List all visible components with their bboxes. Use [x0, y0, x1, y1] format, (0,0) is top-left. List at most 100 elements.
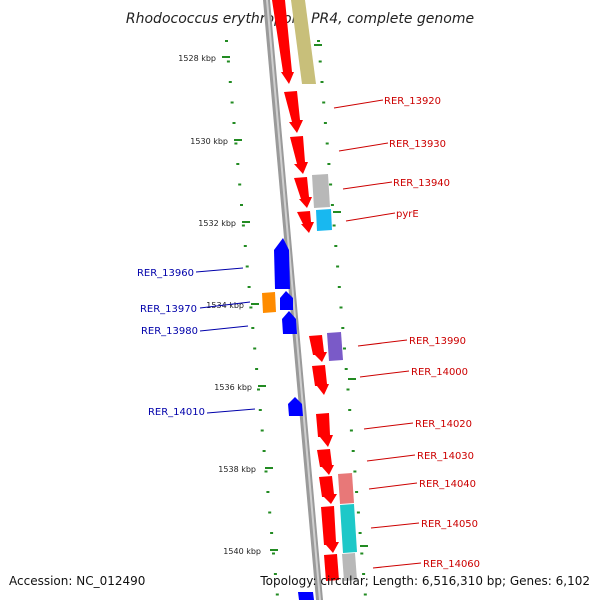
tick-dot-right-13 [339, 306, 343, 309]
tick-dot-left-3 [230, 101, 234, 104]
leader-rer-14050 [370, 522, 420, 529]
leader-rer-14020 [363, 422, 414, 430]
tick-label-1540: 1540 kbp [223, 547, 261, 556]
gene-arrow-rer-13980 [282, 311, 297, 334]
leader-rer-14060 [372, 562, 422, 569]
tick-label-1528: 1528 kbp [178, 54, 216, 63]
tick-dot-right-27 [363, 593, 367, 596]
tick-dot-left-2 [228, 81, 232, 83]
tick-dot-left-5 [234, 142, 238, 145]
leader-rer-13990 [357, 339, 408, 347]
tick-dot-right-6 [327, 163, 331, 165]
tick-dot-left-0 [225, 40, 228, 42]
gene-arrow-rer-14030 [317, 449, 334, 475]
gene-label-rer-14020[interactable]: RER_14020 [415, 419, 472, 430]
gene-arrow-rer-14060-red [324, 554, 339, 581]
gene-label-rer-13990[interactable]: RER_13990 [409, 336, 466, 347]
tick-label-1536: 1536 kbp [214, 383, 252, 392]
tick-dot-left-11 [245, 265, 249, 268]
gene-arrow-rer-13940-grey [312, 174, 330, 208]
tick-dot-right-26 [362, 573, 366, 575]
tick-dot-right-0 [317, 40, 320, 42]
gene-label-rer-13960[interactable]: RER_13960 [137, 268, 194, 279]
gene-label-rer-14000[interactable]: RER_14000 [411, 367, 468, 378]
gene-label-rer-14030[interactable]: RER_14030 [417, 451, 474, 462]
tick-dot-left-19 [260, 429, 264, 432]
gene-arrow-bottom-blue [298, 592, 314, 600]
gene-arrow-top-red [272, 0, 294, 84]
gene-arrow-rer-14020 [316, 413, 333, 447]
gene-arrow-rer-14040 [338, 473, 354, 504]
tick-marks [222, 44, 368, 551]
tick-dot-left-12 [247, 286, 251, 288]
gene-arrow-rer-14050-red [321, 506, 339, 553]
tick-dot-right-15 [343, 347, 346, 350]
gene-label-rer-13920[interactable]: RER_13920 [384, 96, 441, 107]
gene-arrow-rer-13990 [327, 332, 343, 361]
tick-dot-right-16 [344, 368, 348, 370]
gene-arrow-rer-14050 [340, 504, 357, 553]
tick-dot-left-15 [253, 347, 257, 350]
tick-dot-right-25 [360, 552, 364, 555]
gene-arrow-rer-13970 [280, 291, 293, 310]
tick-dot-right-11 [336, 265, 340, 268]
backbone-highlight [266, 0, 321, 600]
gene-label-rer-14050[interactable]: RER_14050 [421, 519, 478, 530]
gene-label-rer-13940[interactable]: RER_13940 [393, 178, 450, 189]
tick-dot-left-17 [257, 388, 260, 391]
tick-dot-left-18 [258, 409, 262, 411]
tick-dot-right-3 [322, 101, 326, 104]
leader-pyre [345, 212, 396, 222]
gene-label-rer-13980[interactable]: RER_13980 [141, 326, 198, 337]
tick-dot-right-21 [353, 470, 357, 473]
tick-dot-right-19 [349, 429, 353, 432]
gene-labels: RER_13920 RER_13930 RER_13940 pyrE RER_1… [137, 96, 480, 570]
leader-rer-14010 [206, 408, 256, 414]
tick-dot-left-7 [238, 183, 242, 186]
tick-dot-left-23 [268, 511, 272, 514]
leader-rer-13960 [195, 267, 244, 273]
gene-arrow-rer-14010 [288, 397, 303, 416]
gene-arrow-rer-14000 [312, 365, 329, 395]
tick-dot-right-5 [325, 142, 329, 145]
leader-rer-14040 [368, 482, 418, 490]
gene-arrow-rer-14040-red [319, 476, 337, 504]
tick-dot-right-14 [341, 327, 345, 329]
gene-label-rer-13930[interactable]: RER_13930 [389, 139, 446, 150]
leader-rer-13980 [199, 325, 249, 332]
accession-text: Accession: NC_012490 [9, 574, 146, 588]
forward-strand-features [272, 0, 357, 581]
tick-dot-right-1 [318, 60, 322, 63]
gene-label-pyre[interactable]: pyrE [396, 209, 419, 220]
tick-dot-right-23 [356, 511, 360, 514]
tick-dot-left-22 [266, 491, 270, 493]
gene-arrow-rer-13990-red [309, 335, 327, 362]
tick-dots-right [317, 40, 367, 596]
tick-dot-right-18 [348, 409, 352, 411]
gene-label-rer-14060[interactable]: RER_14060 [423, 559, 480, 570]
tick-dot-right-2 [320, 81, 324, 83]
gene-arrow-rer-13970-orange [262, 292, 276, 313]
gene-label-rer-14040[interactable]: RER_14040 [419, 479, 476, 490]
leader-rer-13970 [199, 301, 251, 309]
gene-arrow-pyre-red [297, 211, 314, 233]
tick-dot-right-10 [334, 245, 338, 247]
gene-arrow-pyre [316, 209, 332, 231]
tick-dot-left-24 [270, 532, 274, 534]
tick-labels: 1528 kbp 1530 kbp 1532 kbp 1534 kbp 1536… [178, 54, 261, 556]
tick-dot-left-14 [251, 327, 255, 329]
tick-dot-left-16 [255, 368, 259, 370]
tick-dot-left-8 [240, 204, 243, 206]
tick-dots-left [225, 40, 279, 596]
genome-summary-text: Topology: circular; Length: 6,516,310 bp… [260, 574, 590, 588]
tick-dot-right-22 [355, 491, 359, 493]
tick-label-1530: 1530 kbp [190, 137, 228, 146]
gene-label-rer-14010[interactable]: RER_14010 [148, 407, 205, 418]
tick-dot-left-26 [273, 573, 277, 575]
leader-lines [195, 99, 422, 569]
tick-dot-left-20 [262, 450, 266, 452]
tick-dot-left-4 [232, 122, 236, 124]
gene-label-rer-13970[interactable]: RER_13970 [140, 304, 197, 315]
leader-rer-14030 [366, 454, 416, 462]
